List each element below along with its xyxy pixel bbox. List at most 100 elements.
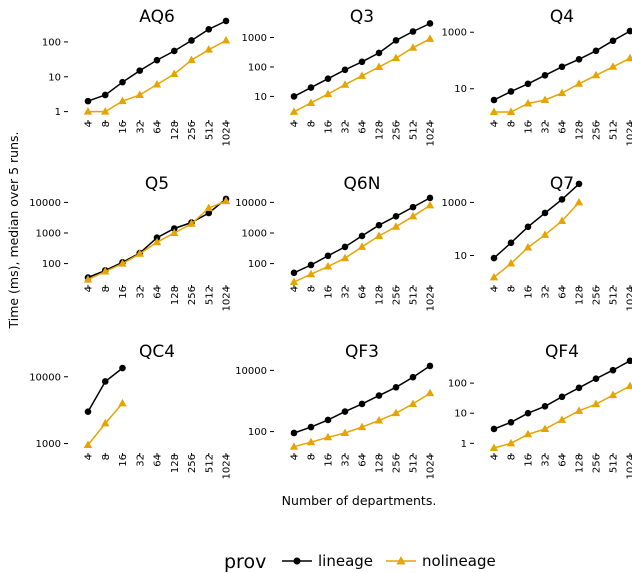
data-point (204, 45, 213, 53)
data-point (541, 71, 549, 79)
x-tick-label: 8 (507, 121, 518, 127)
y-tick-label: 100 (248, 259, 267, 270)
x-tick-label: 256 (592, 121, 603, 140)
series-line-lineage (87, 367, 123, 413)
y-tick-label: 1000 (442, 28, 467, 39)
data-point (289, 442, 299, 450)
series-line-nolineage (88, 39, 227, 113)
x-tick-label: 8 (101, 286, 112, 292)
x-tick-label: 8 (507, 454, 518, 460)
legend-label-lineage: lineage (318, 552, 373, 570)
x-tick-label: 128 (575, 121, 586, 140)
data-point (324, 252, 332, 260)
data-point (358, 232, 366, 240)
x-tick-label: 64 (358, 121, 369, 134)
x-tick-label: 256 (392, 121, 403, 140)
data-point (205, 26, 213, 33)
data-point (340, 428, 350, 436)
x-tick-label: 32 (541, 121, 552, 134)
data-point (187, 55, 196, 64)
data-point (340, 253, 350, 262)
series-lineage (290, 194, 434, 277)
x-tick-label: 64 (558, 286, 569, 299)
data-point (391, 53, 401, 62)
x-tick-label: 8 (307, 454, 318, 460)
data-point (507, 239, 515, 247)
x-tick-label: 4 (84, 286, 95, 292)
data-point (290, 93, 298, 100)
data-point (558, 63, 566, 71)
x-tick-label: 32 (341, 121, 352, 134)
data-point (375, 392, 383, 399)
x-tick-label: 32 (541, 454, 552, 467)
x-tick-label: 256 (392, 286, 403, 305)
data-point (306, 98, 316, 106)
x-tick-label: 1024 (426, 454, 437, 479)
data-point (101, 91, 109, 99)
panel-title: Q6N (344, 174, 381, 194)
x-tick-label: 8 (101, 454, 112, 460)
x-tick-label: 8 (507, 286, 518, 292)
legend-title: prov (224, 551, 266, 573)
y-tick-label: 10 (48, 72, 61, 83)
data-point (426, 194, 434, 202)
data-point (408, 43, 418, 51)
data-point (323, 89, 333, 98)
data-point (557, 216, 567, 224)
data-point (101, 107, 110, 115)
x-tick-label: 4 (490, 454, 501, 460)
data-point (608, 390, 618, 399)
x-tick-label: 128 (170, 454, 181, 473)
data-point (135, 249, 144, 257)
data-point (374, 231, 384, 239)
data-point (408, 399, 418, 407)
x-tick-label: 128 (375, 121, 386, 140)
x-tick-label: 16 (324, 454, 335, 467)
data-point (341, 243, 349, 251)
x-tick-label: 64 (358, 286, 369, 299)
data-point (609, 366, 617, 374)
panel-title: Q7 (550, 174, 574, 194)
data-point (575, 384, 583, 392)
panel-qf3: QF3 100 10000 4 8 16 32 64 128 256 512 1024 (235, 342, 436, 479)
data-point (289, 277, 299, 285)
x-tick-label: 16 (118, 121, 129, 134)
x-tick-label: 128 (575, 286, 586, 305)
x-tick-label: 4 (490, 121, 501, 127)
data-point (392, 37, 400, 44)
data-point (540, 424, 550, 432)
x-tick-label: 64 (358, 454, 369, 467)
data-point (609, 37, 617, 45)
y-tick-label: 100 (42, 37, 61, 48)
series-lineage (290, 20, 434, 100)
data-point (341, 408, 349, 415)
data-point (558, 393, 566, 401)
y-tick-label: 1000 (36, 439, 61, 450)
data-point (84, 408, 92, 415)
data-point (118, 259, 127, 267)
data-point (626, 357, 632, 365)
data-point (490, 425, 498, 433)
x-tick-label: 4 (290, 121, 301, 127)
series-line-nolineage (493, 201, 580, 278)
data-point (101, 378, 109, 385)
data-point (409, 28, 417, 35)
data-point (608, 62, 618, 70)
panel-qc4: QC4 1000 10000 4 8 16 32 64 128 256 512 1024 (29, 342, 232, 479)
x-tick-label: 4 (490, 286, 501, 292)
x-tick-label: 8 (101, 121, 112, 127)
y-tick-label: 10 (454, 409, 467, 420)
series-lineage (490, 27, 632, 104)
x-tick-label: 512 (409, 454, 420, 473)
data-point (425, 34, 435, 42)
x-tick-label: 1024 (626, 121, 632, 146)
y-tick-label: 100 (42, 259, 61, 270)
panel-title: QF3 (345, 342, 379, 362)
data-point (375, 221, 383, 229)
data-point (557, 415, 567, 423)
series-lineage (84, 17, 230, 105)
data-point (541, 209, 549, 217)
data-point (306, 269, 316, 278)
x-tick-label: 512 (204, 454, 215, 473)
